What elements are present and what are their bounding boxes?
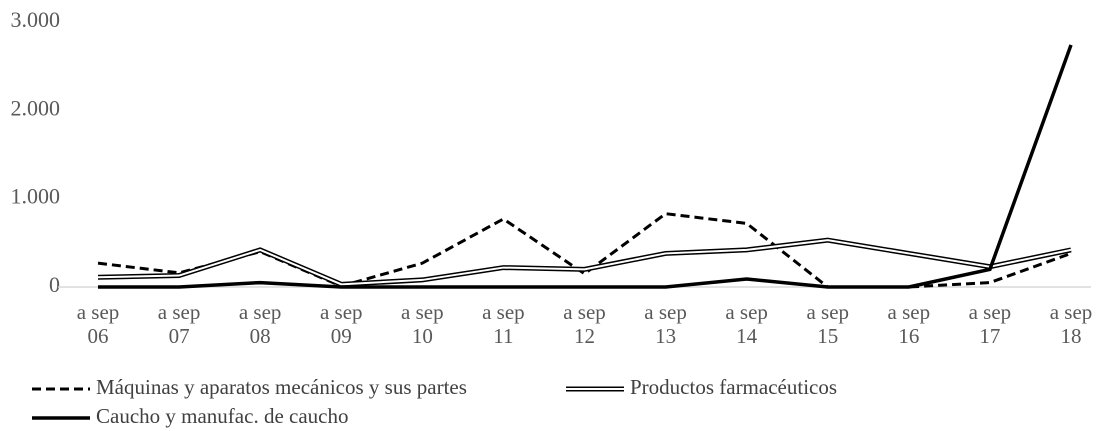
legend-label: Productos farmacéuticos <box>630 375 837 399</box>
x-tick-label: a sep 15 <box>806 300 850 348</box>
legend-label: Máquinas y aparatos mecánicos y sus part… <box>96 375 467 399</box>
x-tick-label: a sep 07 <box>157 300 201 348</box>
legend-label: Caucho y manufac. de caucho <box>96 404 348 428</box>
x-tick-label: a sep 17 <box>968 300 1012 348</box>
x-tick-label: a sep 09 <box>319 300 363 348</box>
x-tick-label: a sep 13 <box>644 300 687 348</box>
line <box>97 237 1072 287</box>
x-tick-label: a sep 10 <box>401 300 444 348</box>
line <box>97 212 1072 289</box>
x-tick-label: a sep 18 <box>1049 300 1093 348</box>
line-inner <box>97 239 1072 286</box>
y-tick-label: 0 <box>49 272 60 297</box>
y-tick-label: 3.000 <box>11 7 61 32</box>
x-tick-label: a sep 12 <box>563 300 606 348</box>
x-tick-label: a sep 08 <box>238 300 282 348</box>
x-tick-label: a sep 11 <box>482 300 525 348</box>
y-tick-label: 1.000 <box>11 184 61 209</box>
x-tick-label: a sep 06 <box>76 300 120 348</box>
y-tick-label: 2.000 <box>11 95 61 120</box>
line <box>98 44 1073 289</box>
x-tick-label: a sep 16 <box>887 300 931 348</box>
x-tick-label: a sep 14 <box>725 300 768 348</box>
